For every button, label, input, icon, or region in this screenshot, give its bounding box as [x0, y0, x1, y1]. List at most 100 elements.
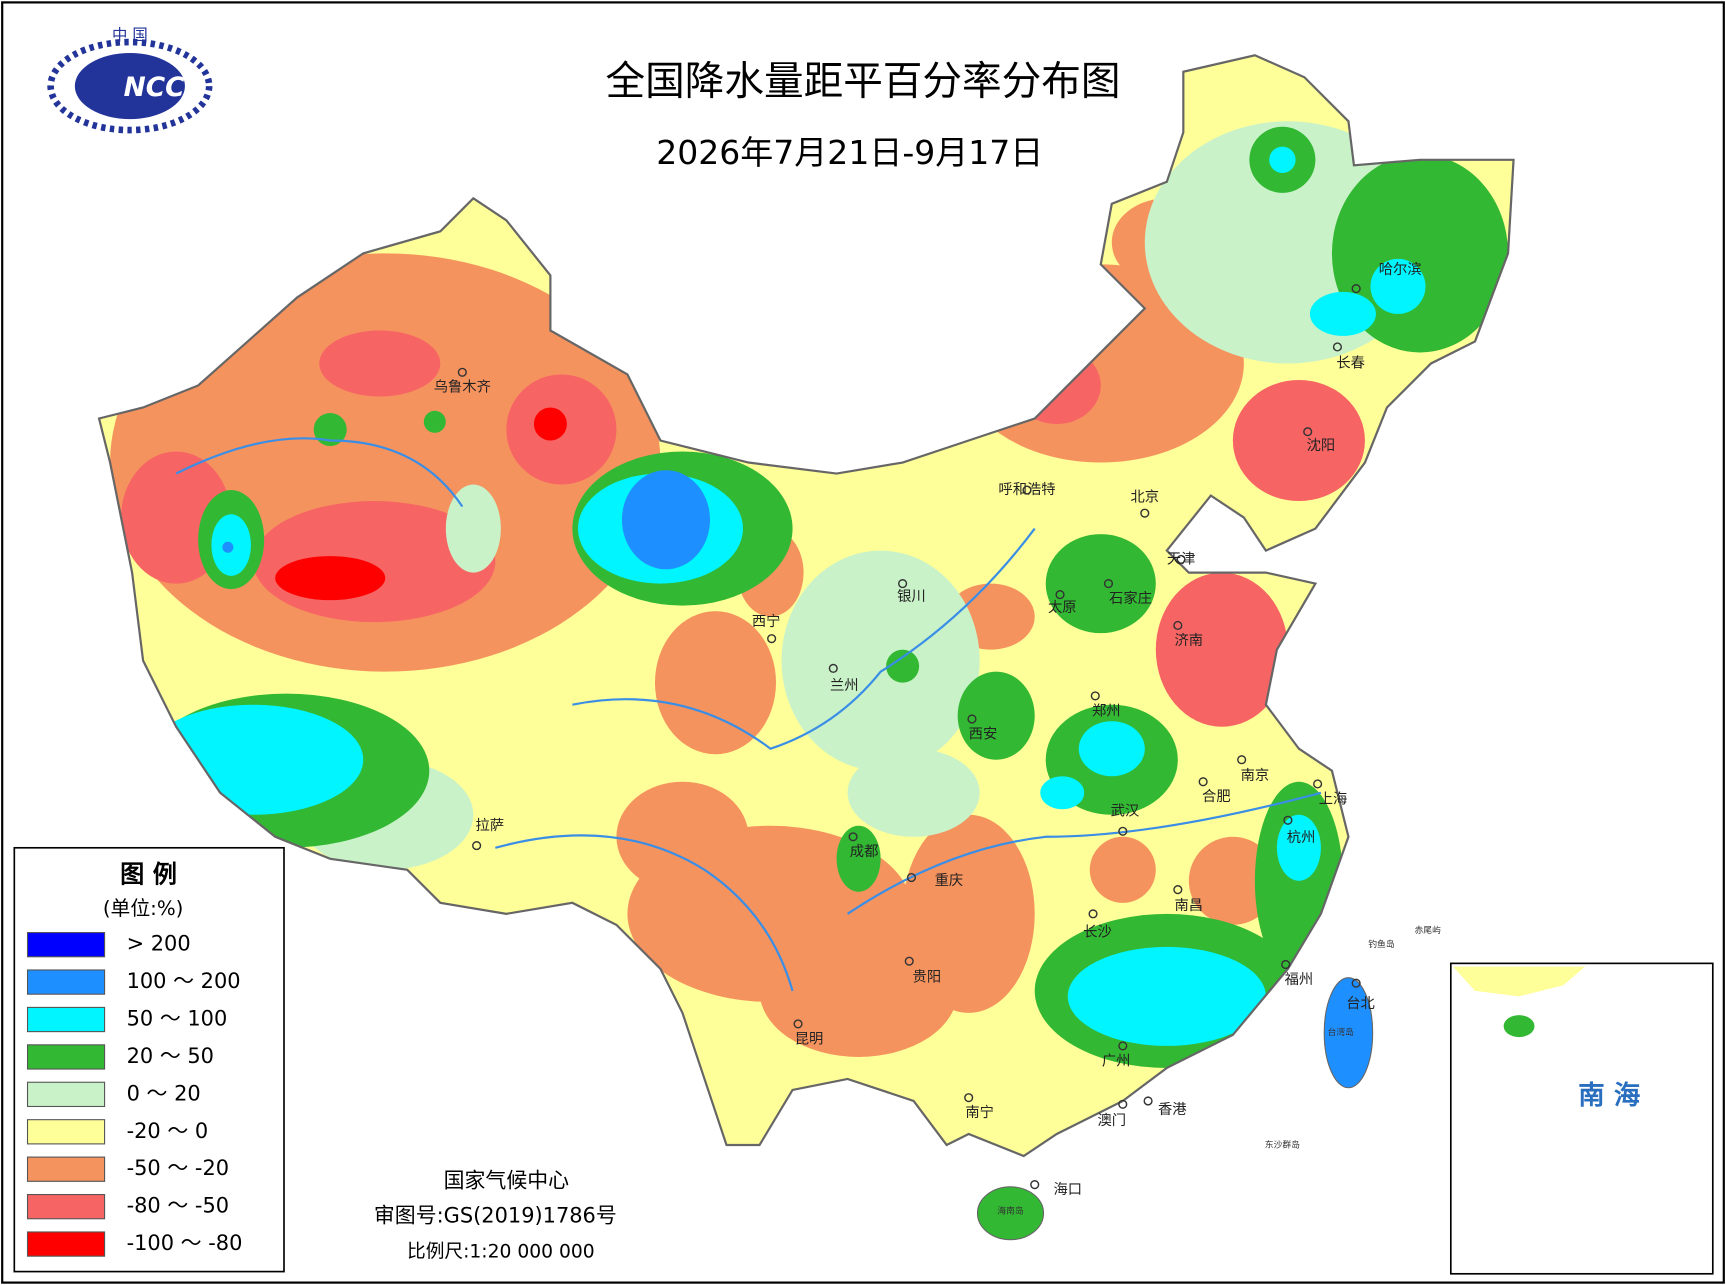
legend-label: 50 ～ 100 [127, 1007, 228, 1031]
city-marker [1332, 342, 1342, 352]
city-label: 重庆 [935, 872, 964, 889]
legend-label: 0 ～ 20 [127, 1081, 201, 1105]
city-label: 南京 [1241, 767, 1270, 784]
city-marker [1281, 959, 1291, 970]
city-label: 郑州 [1092, 702, 1121, 719]
city-label: 南宁 [965, 1104, 994, 1121]
logo-text: NCC [124, 72, 185, 103]
legend-swatch [26, 1156, 106, 1182]
rain-zone [1040, 776, 1085, 810]
rain-zone [1232, 379, 1365, 502]
taiwan-shape [1323, 977, 1374, 1089]
city-marker [967, 714, 977, 724]
rain-zone [1276, 814, 1321, 881]
city-label: 银川 [897, 588, 926, 605]
rain-zone [616, 781, 749, 892]
place-label: 赤尾屿 [1414, 925, 1441, 936]
city-label: 福州 [1285, 971, 1314, 988]
logo-top: 中 国 [112, 26, 148, 44]
city-marker [1055, 590, 1065, 600]
legend-swatch [26, 1231, 106, 1257]
city-label: 广州 [1102, 1052, 1131, 1069]
city-label: 沈阳 [1307, 437, 1336, 454]
legend-unit: (单位:%) [103, 897, 184, 920]
city-marker [1143, 1096, 1153, 1106]
rain-zone [445, 484, 501, 573]
footer-scale: 比例尺:1:20 000 000 [407, 1241, 595, 1262]
city-label: 昆明 [795, 1031, 824, 1047]
city-label: 哈尔滨 [1379, 261, 1422, 278]
legend-swatch [26, 1193, 106, 1220]
city-marker [1030, 1180, 1040, 1190]
city-marker [848, 832, 858, 842]
rain-zone [1155, 572, 1288, 727]
city-label: 长沙 [1083, 924, 1112, 941]
city-marker [1351, 284, 1361, 294]
city-marker [1198, 777, 1208, 787]
city-marker [1351, 978, 1361, 988]
city-marker [904, 956, 914, 966]
rain-zone [1045, 534, 1156, 634]
place-label: 钓鱼岛 [1368, 938, 1395, 950]
city-marker [767, 634, 777, 644]
legend-label: > 200 [127, 932, 191, 956]
rivers [175, 437, 1322, 992]
city-label: 海口 [1053, 1181, 1082, 1198]
rain-zone [781, 550, 980, 771]
city-label: 西宁 [752, 613, 781, 630]
rain-zone [1269, 146, 1296, 174]
legend-label: 20 ～ 50 [127, 1044, 214, 1068]
city-label: 香港 [1158, 1101, 1187, 1118]
city-marker [1118, 1099, 1128, 1109]
city-marker [1303, 427, 1313, 437]
city-marker [1237, 755, 1247, 765]
city-marker [1313, 779, 1323, 789]
legend-swatch [26, 1044, 106, 1070]
rain-zone [313, 412, 347, 447]
legend-label: -100 ～ -80 [127, 1231, 243, 1255]
city-label: 武汉 [1111, 802, 1140, 819]
rain-zone [533, 407, 567, 441]
rain-zone [319, 330, 441, 397]
city-marker [828, 663, 838, 673]
city-label: 长春 [1336, 354, 1365, 371]
city-label: 北京 [1130, 489, 1159, 506]
rain-zone [886, 649, 920, 683]
legend-swatch [26, 1119, 106, 1145]
legend-swatch [26, 932, 106, 958]
city-label: 拉萨 [476, 817, 505, 834]
city-marker [964, 1093, 974, 1103]
city-label: 杭州 [1287, 829, 1316, 846]
subtitle: 2026年7月21日-9月17日 [656, 133, 1043, 172]
legend-swatch [26, 969, 106, 995]
rain-zone [621, 470, 710, 570]
city-marker [1118, 826, 1128, 836]
city-marker [1173, 885, 1183, 895]
rain-zone [1309, 291, 1376, 336]
legend-swatch [26, 1006, 106, 1033]
city-marker [898, 579, 908, 589]
city-label: 上海 [1319, 790, 1348, 807]
rain-zone [222, 541, 234, 553]
rain-zone [1089, 836, 1156, 903]
city-marker [1140, 508, 1150, 518]
legend-title: 图 例 [120, 860, 177, 888]
city-marker [1176, 554, 1186, 564]
city-label: 西安 [969, 725, 998, 742]
rain-zone [1188, 836, 1277, 925]
place-label: 海南岛 [997, 1205, 1024, 1217]
city-label: 澳门 [1097, 1112, 1126, 1129]
city-label: 呼和浩特 [998, 481, 1055, 498]
hainan-shape [976, 1186, 1045, 1241]
rain-zone [1078, 721, 1145, 777]
rain-zone [423, 410, 446, 433]
city-marker [1022, 485, 1032, 495]
rain-zone [957, 671, 1035, 760]
city-marker [906, 872, 917, 883]
city-label: 乌鲁木齐 [434, 379, 491, 396]
city-marker [1283, 815, 1293, 825]
city-label: 兰州 [830, 677, 859, 694]
city-label: 石家庄 [1109, 589, 1152, 607]
city-marker [457, 367, 467, 377]
logo: 中 国 NCC [47, 26, 213, 134]
